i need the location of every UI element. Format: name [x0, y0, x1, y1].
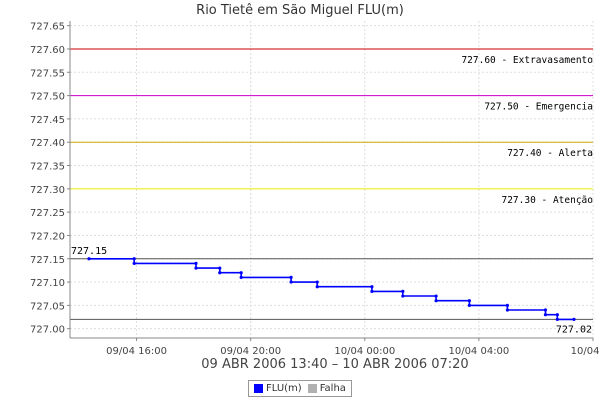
- y-tick-label: 727.15: [30, 255, 65, 266]
- legend-swatch-falha: [307, 384, 317, 393]
- data-point: [289, 275, 293, 279]
- x-tick-label: 10/04 00:00: [334, 346, 395, 357]
- data-point: [543, 313, 548, 317]
- y-tick-label: 727.65: [30, 22, 65, 33]
- annotation-end-value: 727.02: [556, 324, 592, 335]
- data-point: [370, 289, 374, 293]
- y-tick-label: 727.30: [30, 185, 65, 196]
- series-line-flu-m: [89, 257, 574, 321]
- data-point: [401, 294, 405, 298]
- y-tick-label: 727.00: [30, 325, 65, 336]
- data-point: [434, 294, 438, 298]
- data-point: [572, 317, 576, 321]
- data-point: [434, 299, 438, 303]
- data-point: [239, 275, 243, 279]
- data-point: [194, 266, 198, 270]
- x-tick-label: 09/04 20:00: [220, 346, 281, 357]
- y-tick-label: 727.45: [30, 115, 65, 126]
- threshold-label: 727.40 - Alerta: [507, 148, 593, 159]
- legend-swatch-flu: [254, 384, 263, 393]
- data-point: [315, 285, 319, 289]
- y-tick-label: 727.35: [30, 162, 65, 173]
- annotation-layer: 727.15 727.02: [71, 246, 592, 336]
- data-point: [194, 261, 198, 266]
- axis-layer: 727.00 727.05 727.10 727.15 727.20 727.25 727.…: [30, 21, 600, 357]
- series-layer: [87, 257, 576, 321]
- legend-label-flu: FLU(m): [266, 383, 302, 394]
- data-point: [289, 280, 293, 284]
- threshold-layer: 727.60 - Extravasamento 727.50 - Emergenc…: [70, 48, 593, 320]
- y-tick-label: 727.50: [30, 92, 65, 103]
- x-tick-label: 10/04 08: [571, 346, 600, 357]
- data-point: [505, 308, 510, 312]
- y-tick-label: 727.05: [30, 301, 65, 312]
- data-point: [555, 313, 559, 317]
- data-point: [401, 289, 405, 293]
- y-tick-label: 727.20: [30, 231, 65, 242]
- data-point: [315, 280, 319, 284]
- data-point: [218, 266, 222, 270]
- data-point: [239, 271, 243, 275]
- legend-item-flu: FLU(m): [254, 383, 302, 394]
- threshold-label: 727.50 - Emergencia: [484, 102, 593, 113]
- grid-layer: [70, 21, 594, 338]
- data-point: [370, 285, 374, 289]
- data-point: [543, 308, 548, 312]
- x-tick-label: 09/04 16:00: [106, 346, 167, 357]
- data-point: [218, 271, 222, 275]
- data-point: [505, 303, 510, 307]
- legend: FLU(m) Falha: [248, 380, 352, 397]
- data-point: [467, 299, 471, 303]
- y-tick-label: 727.55: [30, 68, 65, 79]
- y-tick-label: 727.40: [30, 138, 65, 149]
- y-tick-label: 727.10: [30, 278, 65, 289]
- legend-item-falha: Falha: [307, 383, 346, 394]
- chart-title: Rio Tietê em São Miguel FLU(m): [196, 3, 404, 18]
- x-axis-caption: 09 ABR 2006 13:40 – 10 ABR 2006 07:20: [201, 357, 469, 372]
- y-tick-label: 727.60: [30, 45, 65, 56]
- threshold-label: 727.60 - Extravasamento: [461, 55, 593, 66]
- data-point: [467, 303, 471, 307]
- annotation-start-value: 727.15: [71, 246, 107, 257]
- y-tick-label: 727.25: [30, 208, 65, 219]
- data-point: [132, 261, 136, 266]
- threshold-label: 727.30 - Atenção: [501, 195, 593, 206]
- legend-label-falha: Falha: [319, 383, 346, 394]
- x-tick-label: 10/04 04:00: [448, 346, 509, 357]
- data-point: [555, 317, 559, 321]
- data-point: [132, 257, 136, 261]
- data-point: [87, 257, 91, 261]
